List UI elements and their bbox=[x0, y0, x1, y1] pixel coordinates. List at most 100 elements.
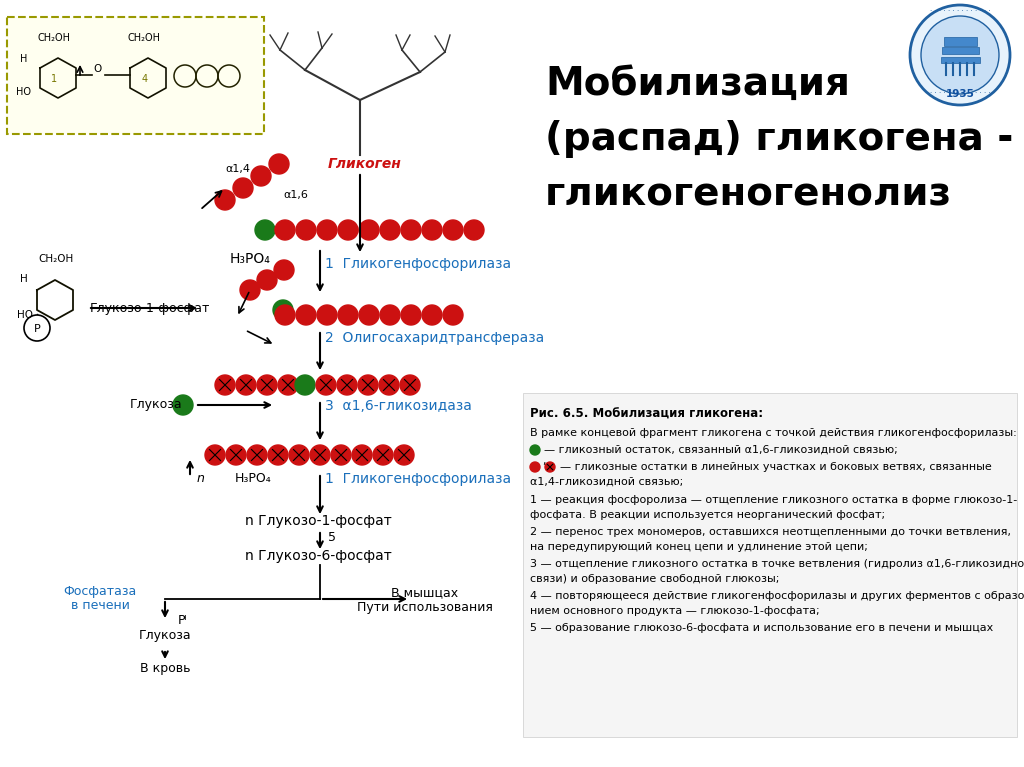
Text: CH₂OH: CH₂OH bbox=[38, 33, 71, 43]
Circle shape bbox=[910, 5, 1010, 105]
Circle shape bbox=[215, 190, 234, 210]
Text: ,: , bbox=[542, 456, 546, 466]
Text: В мышцах: В мышцах bbox=[391, 586, 459, 599]
Text: Рис. 6.5. Мобилизация гликогена:: Рис. 6.5. Мобилизация гликогена: bbox=[530, 408, 763, 421]
Text: 3  α1,6-гликозидаза: 3 α1,6-гликозидаза bbox=[325, 399, 472, 413]
Circle shape bbox=[275, 305, 295, 325]
Circle shape bbox=[255, 220, 275, 240]
Text: — гликозный остаток, связанный α1,6-гликозидной связью;: — гликозный остаток, связанный α1,6-глик… bbox=[544, 445, 898, 455]
Text: H: H bbox=[20, 54, 28, 64]
Text: 5: 5 bbox=[328, 531, 336, 544]
FancyBboxPatch shape bbox=[940, 57, 980, 62]
Text: α1,6: α1,6 bbox=[283, 190, 308, 200]
Text: 4 — повторяющееся действие гликогенфосфорилазы и других ферментов с образова-: 4 — повторяющееся действие гликогенфосфо… bbox=[530, 591, 1024, 601]
Circle shape bbox=[331, 445, 351, 465]
Circle shape bbox=[337, 375, 357, 395]
Circle shape bbox=[274, 260, 294, 280]
Text: В рамке концевой фрагмент гликогена с точкой действия гликогенфосфорилазы:: В рамке концевой фрагмент гликогена с то… bbox=[530, 428, 1017, 438]
Circle shape bbox=[205, 445, 225, 465]
Circle shape bbox=[275, 220, 295, 240]
Text: CH₂OH: CH₂OH bbox=[38, 254, 74, 264]
Text: α1,4-гликозидной связью;: α1,4-гликозидной связью; bbox=[530, 477, 683, 487]
Text: · · · · · · · · · · · · · ·: · · · · · · · · · · · · · · bbox=[930, 90, 990, 96]
Text: Глукоза: Глукоза bbox=[130, 398, 182, 411]
Circle shape bbox=[278, 375, 298, 395]
Text: гликогеногенолиз: гликогеногенолиз bbox=[545, 175, 952, 213]
Text: Pᴵ: Pᴵ bbox=[178, 614, 187, 627]
Text: В кровь: В кровь bbox=[139, 662, 190, 675]
Circle shape bbox=[317, 305, 337, 325]
Text: n Глукозо-6-фосфат: n Глукозо-6-фосфат bbox=[245, 549, 392, 563]
Text: P: P bbox=[34, 324, 40, 334]
Text: 1 — реакция фосфоролиза — отщепление гликозного остатка в форме глюкозо-1-: 1 — реакция фосфоролиза — отщепление гли… bbox=[530, 495, 1017, 505]
Text: Пути использования: Пути использования bbox=[357, 601, 493, 614]
Text: O: O bbox=[94, 64, 102, 74]
Text: H₃PO₄: H₃PO₄ bbox=[234, 472, 271, 485]
Circle shape bbox=[296, 220, 316, 240]
Circle shape bbox=[226, 445, 246, 465]
Circle shape bbox=[379, 375, 399, 395]
Text: Мобилизация: Мобилизация bbox=[545, 65, 850, 103]
Circle shape bbox=[316, 375, 336, 395]
Circle shape bbox=[251, 166, 271, 186]
Circle shape bbox=[24, 315, 50, 341]
Circle shape bbox=[273, 300, 293, 320]
Circle shape bbox=[233, 178, 253, 198]
Circle shape bbox=[296, 305, 316, 325]
Circle shape bbox=[215, 375, 234, 395]
Text: 1935: 1935 bbox=[945, 89, 975, 99]
Circle shape bbox=[530, 445, 540, 455]
Circle shape bbox=[257, 270, 278, 290]
FancyBboxPatch shape bbox=[7, 17, 264, 134]
Circle shape bbox=[400, 375, 420, 395]
FancyBboxPatch shape bbox=[523, 393, 1017, 737]
Text: Фосфатаза: Фосфатаза bbox=[63, 585, 136, 598]
Circle shape bbox=[422, 305, 442, 325]
Circle shape bbox=[310, 445, 330, 465]
Circle shape bbox=[247, 445, 267, 465]
Circle shape bbox=[373, 445, 393, 465]
Text: Глукоза: Глукоза bbox=[138, 629, 191, 642]
Circle shape bbox=[380, 220, 400, 240]
Circle shape bbox=[422, 220, 442, 240]
Text: 5 — образование глюкозо-6-фосфата и использование его в печени и мышцах: 5 — образование глюкозо-6-фосфата и испо… bbox=[530, 623, 993, 633]
Text: H: H bbox=[20, 274, 28, 284]
Circle shape bbox=[289, 445, 309, 465]
Text: α1,4: α1,4 bbox=[225, 164, 250, 174]
Text: (распад) гликогена -: (распад) гликогена - bbox=[545, 120, 1014, 158]
Text: Гликоген: Гликоген bbox=[328, 157, 402, 171]
Circle shape bbox=[545, 462, 555, 472]
Circle shape bbox=[173, 395, 193, 415]
Text: · · · · · · · · · · · · · ·: · · · · · · · · · · · · · · bbox=[930, 8, 990, 14]
Circle shape bbox=[394, 445, 414, 465]
Text: 2 — перенос трех мономеров, оставшихся неотщепленными до точки ветвления,: 2 — перенос трех мономеров, оставшихся н… bbox=[530, 527, 1011, 537]
Circle shape bbox=[338, 220, 358, 240]
Text: — гликозные остатки в линейных участках и боковых ветвях, связанные: — гликозные остатки в линейных участках … bbox=[560, 462, 992, 472]
Circle shape bbox=[240, 280, 260, 300]
Text: в печени: в печени bbox=[71, 599, 129, 612]
Circle shape bbox=[338, 305, 358, 325]
Circle shape bbox=[921, 16, 999, 94]
Circle shape bbox=[530, 462, 540, 472]
Circle shape bbox=[464, 220, 484, 240]
Text: n Глукозо-1-фосфат: n Глукозо-1-фосфат bbox=[245, 514, 392, 528]
Text: 4: 4 bbox=[142, 74, 148, 84]
Circle shape bbox=[317, 220, 337, 240]
Text: H: H bbox=[16, 47, 24, 57]
Circle shape bbox=[268, 445, 288, 465]
Text: 1  Гликогенфосфорилаза: 1 Гликогенфосфорилаза bbox=[325, 472, 511, 486]
FancyBboxPatch shape bbox=[941, 47, 979, 54]
Text: связи) и образование свободной глюкозы;: связи) и образование свободной глюкозы; bbox=[530, 574, 779, 584]
Circle shape bbox=[295, 375, 315, 395]
Text: n: n bbox=[197, 472, 205, 485]
Circle shape bbox=[380, 305, 400, 325]
Text: CH₂OH: CH₂OH bbox=[128, 33, 161, 43]
Circle shape bbox=[257, 375, 278, 395]
Text: HO: HO bbox=[16, 87, 31, 97]
Circle shape bbox=[352, 445, 372, 465]
Circle shape bbox=[443, 305, 463, 325]
Text: нием основного продукта — глюкозо-1-фосфата;: нием основного продукта — глюкозо-1-фосф… bbox=[530, 606, 819, 616]
Circle shape bbox=[358, 375, 378, 395]
Text: 2  Олигосахаридтрансфераза: 2 Олигосахаридтрансфераза bbox=[325, 331, 544, 345]
Text: 3 — отщепление гликозного остатка в точке ветвления (гидролиз α1,6-гликозидной: 3 — отщепление гликозного остатка в точк… bbox=[530, 559, 1024, 569]
